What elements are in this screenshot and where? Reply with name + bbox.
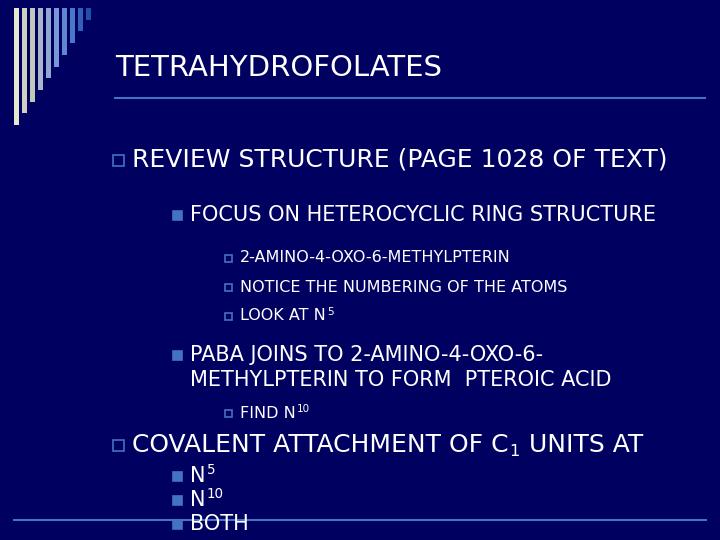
Bar bbox=[54, 8, 59, 66]
Bar bbox=[70, 8, 75, 43]
Text: PABA JOINS TO 2-AMINO-4-OXO-6-: PABA JOINS TO 2-AMINO-4-OXO-6- bbox=[190, 345, 543, 365]
Text: REVIEW STRUCTURE (PAGE 1028 OF TEXT): REVIEW STRUCTURE (PAGE 1028 OF TEXT) bbox=[132, 148, 667, 172]
Bar bbox=[225, 284, 232, 291]
Bar bbox=[30, 8, 35, 102]
Bar bbox=[78, 8, 83, 31]
Text: BOTH: BOTH bbox=[190, 514, 248, 534]
Text: FOCUS ON HETEROCYCLIC RING STRUCTURE: FOCUS ON HETEROCYCLIC RING STRUCTURE bbox=[190, 205, 656, 225]
Bar bbox=[46, 8, 51, 78]
Text: 5: 5 bbox=[207, 463, 215, 477]
Text: FIND N: FIND N bbox=[240, 406, 296, 421]
Bar bbox=[14, 8, 19, 125]
Text: METHYLPTERIN TO FORM  PTEROIC ACID: METHYLPTERIN TO FORM PTEROIC ACID bbox=[190, 370, 611, 390]
Bar bbox=[173, 496, 181, 504]
Text: N: N bbox=[190, 466, 205, 486]
Text: 2-AMINO-4-OXO-6-METHYLPTERIN: 2-AMINO-4-OXO-6-METHYLPTERIN bbox=[240, 251, 510, 266]
Text: 10: 10 bbox=[207, 487, 223, 501]
Text: 5: 5 bbox=[327, 307, 333, 316]
Bar bbox=[225, 313, 232, 320]
Text: TETRAHYDROFOLATES: TETRAHYDROFOLATES bbox=[115, 54, 442, 82]
Bar bbox=[22, 8, 27, 113]
Bar bbox=[62, 8, 67, 55]
Bar bbox=[112, 440, 124, 450]
Text: NOTICE THE NUMBERING OF THE ATOMS: NOTICE THE NUMBERING OF THE ATOMS bbox=[240, 280, 567, 294]
Bar bbox=[112, 154, 124, 165]
Bar bbox=[173, 519, 181, 529]
Bar bbox=[173, 211, 181, 219]
Bar bbox=[225, 409, 232, 416]
Bar bbox=[86, 8, 91, 19]
Bar bbox=[173, 350, 181, 360]
Text: LOOK AT N: LOOK AT N bbox=[240, 308, 325, 323]
Text: 10: 10 bbox=[297, 403, 310, 414]
Bar bbox=[225, 254, 232, 261]
Text: UNITS AT: UNITS AT bbox=[521, 433, 643, 457]
Text: COVALENT ATTACHMENT OF C: COVALENT ATTACHMENT OF C bbox=[132, 433, 508, 457]
Text: 1: 1 bbox=[510, 444, 520, 460]
Bar bbox=[38, 8, 43, 90]
Bar bbox=[173, 471, 181, 481]
Text: N: N bbox=[190, 490, 205, 510]
